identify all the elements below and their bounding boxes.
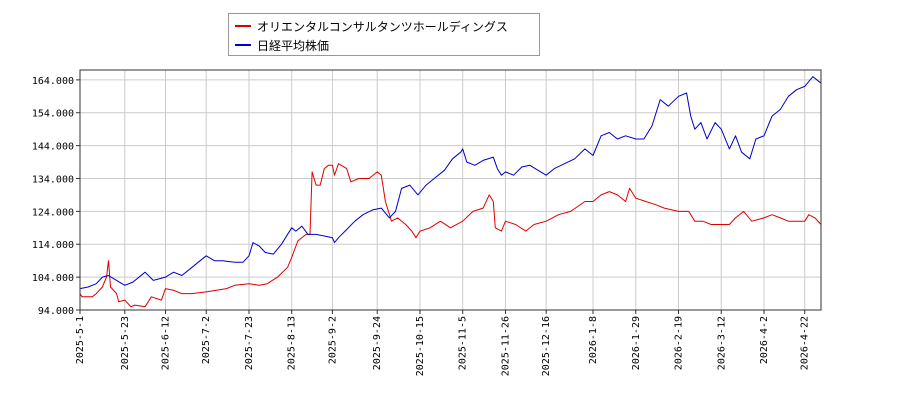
x-tick-label: 2026-1-29 (631, 316, 642, 370)
y-tick-label: 94.000 (38, 306, 74, 317)
legend-entry-company: オリエンタルコンサルタンツホールディングス (235, 17, 508, 35)
x-tick-label: 2025-7-2 (201, 316, 212, 364)
x-tick-label: 2025-12-16 (541, 316, 552, 376)
x-tick-label: 2025-5-1 (75, 316, 86, 364)
y-tick-label: 154.000 (32, 109, 74, 120)
x-tick-label: 2025-8-13 (287, 316, 298, 370)
grid-lines (79, 70, 821, 311)
x-tick-label: 2026-2-19 (674, 316, 685, 370)
legend-label-company: オリエンタルコンサルタンツホールディングス (257, 19, 508, 34)
legend-swatch-company (235, 25, 251, 27)
x-tick-label: 2025-5-23 (120, 316, 131, 370)
y-tick-label: 164.000 (32, 76, 74, 87)
y-tick-label: 114.000 (32, 240, 74, 251)
series-layer (79, 76, 822, 308)
x-tick-label: 2025-6-12 (161, 316, 172, 370)
legend-swatch-nikkei (235, 44, 251, 46)
x-tick-label: 2026-3-12 (716, 316, 727, 370)
x-tick-label: 2026-4-22 (800, 316, 811, 370)
x-tick-label: 2025-9-24 (372, 316, 383, 370)
x-tick-label: 2025-9-2 (327, 316, 338, 364)
series-line-company (79, 163, 822, 308)
x-tick-label: 2025-10-15 (415, 316, 426, 376)
y-axis-ticks: 94.000 104.000 114.000 124.000 134.000 144.00… (32, 76, 80, 317)
y-tick-label: 104.000 (32, 273, 74, 284)
x-tick-label: 2025-11-5 (458, 316, 469, 370)
x-tick-label: 2026-4-2 (759, 316, 770, 364)
y-tick-label: 134.000 (32, 174, 74, 185)
legend-label-nikkei: 日経平均株価 (257, 38, 330, 53)
x-tick-label: 2026-1-8 (588, 316, 599, 364)
x-tick-label: 2025-11-26 (500, 316, 511, 376)
plot-area-frame (79, 69, 822, 311)
y-tick-label: 144.000 (32, 142, 74, 153)
legend-entry-nikkei: 日経平均株価 (235, 36, 329, 54)
series-line-nikkei (79, 76, 822, 290)
y-tick-label: 124.000 (32, 207, 74, 218)
x-tick-label: 2025-7-23 (244, 316, 255, 370)
legend: オリエンタルコンサルタンツホールディングス 日経平均株価 (228, 13, 540, 56)
x-axis-ticks: 2025-5-1 2025-5-23 2025-6-12 2025-7-2 2025-7… (75, 310, 811, 376)
